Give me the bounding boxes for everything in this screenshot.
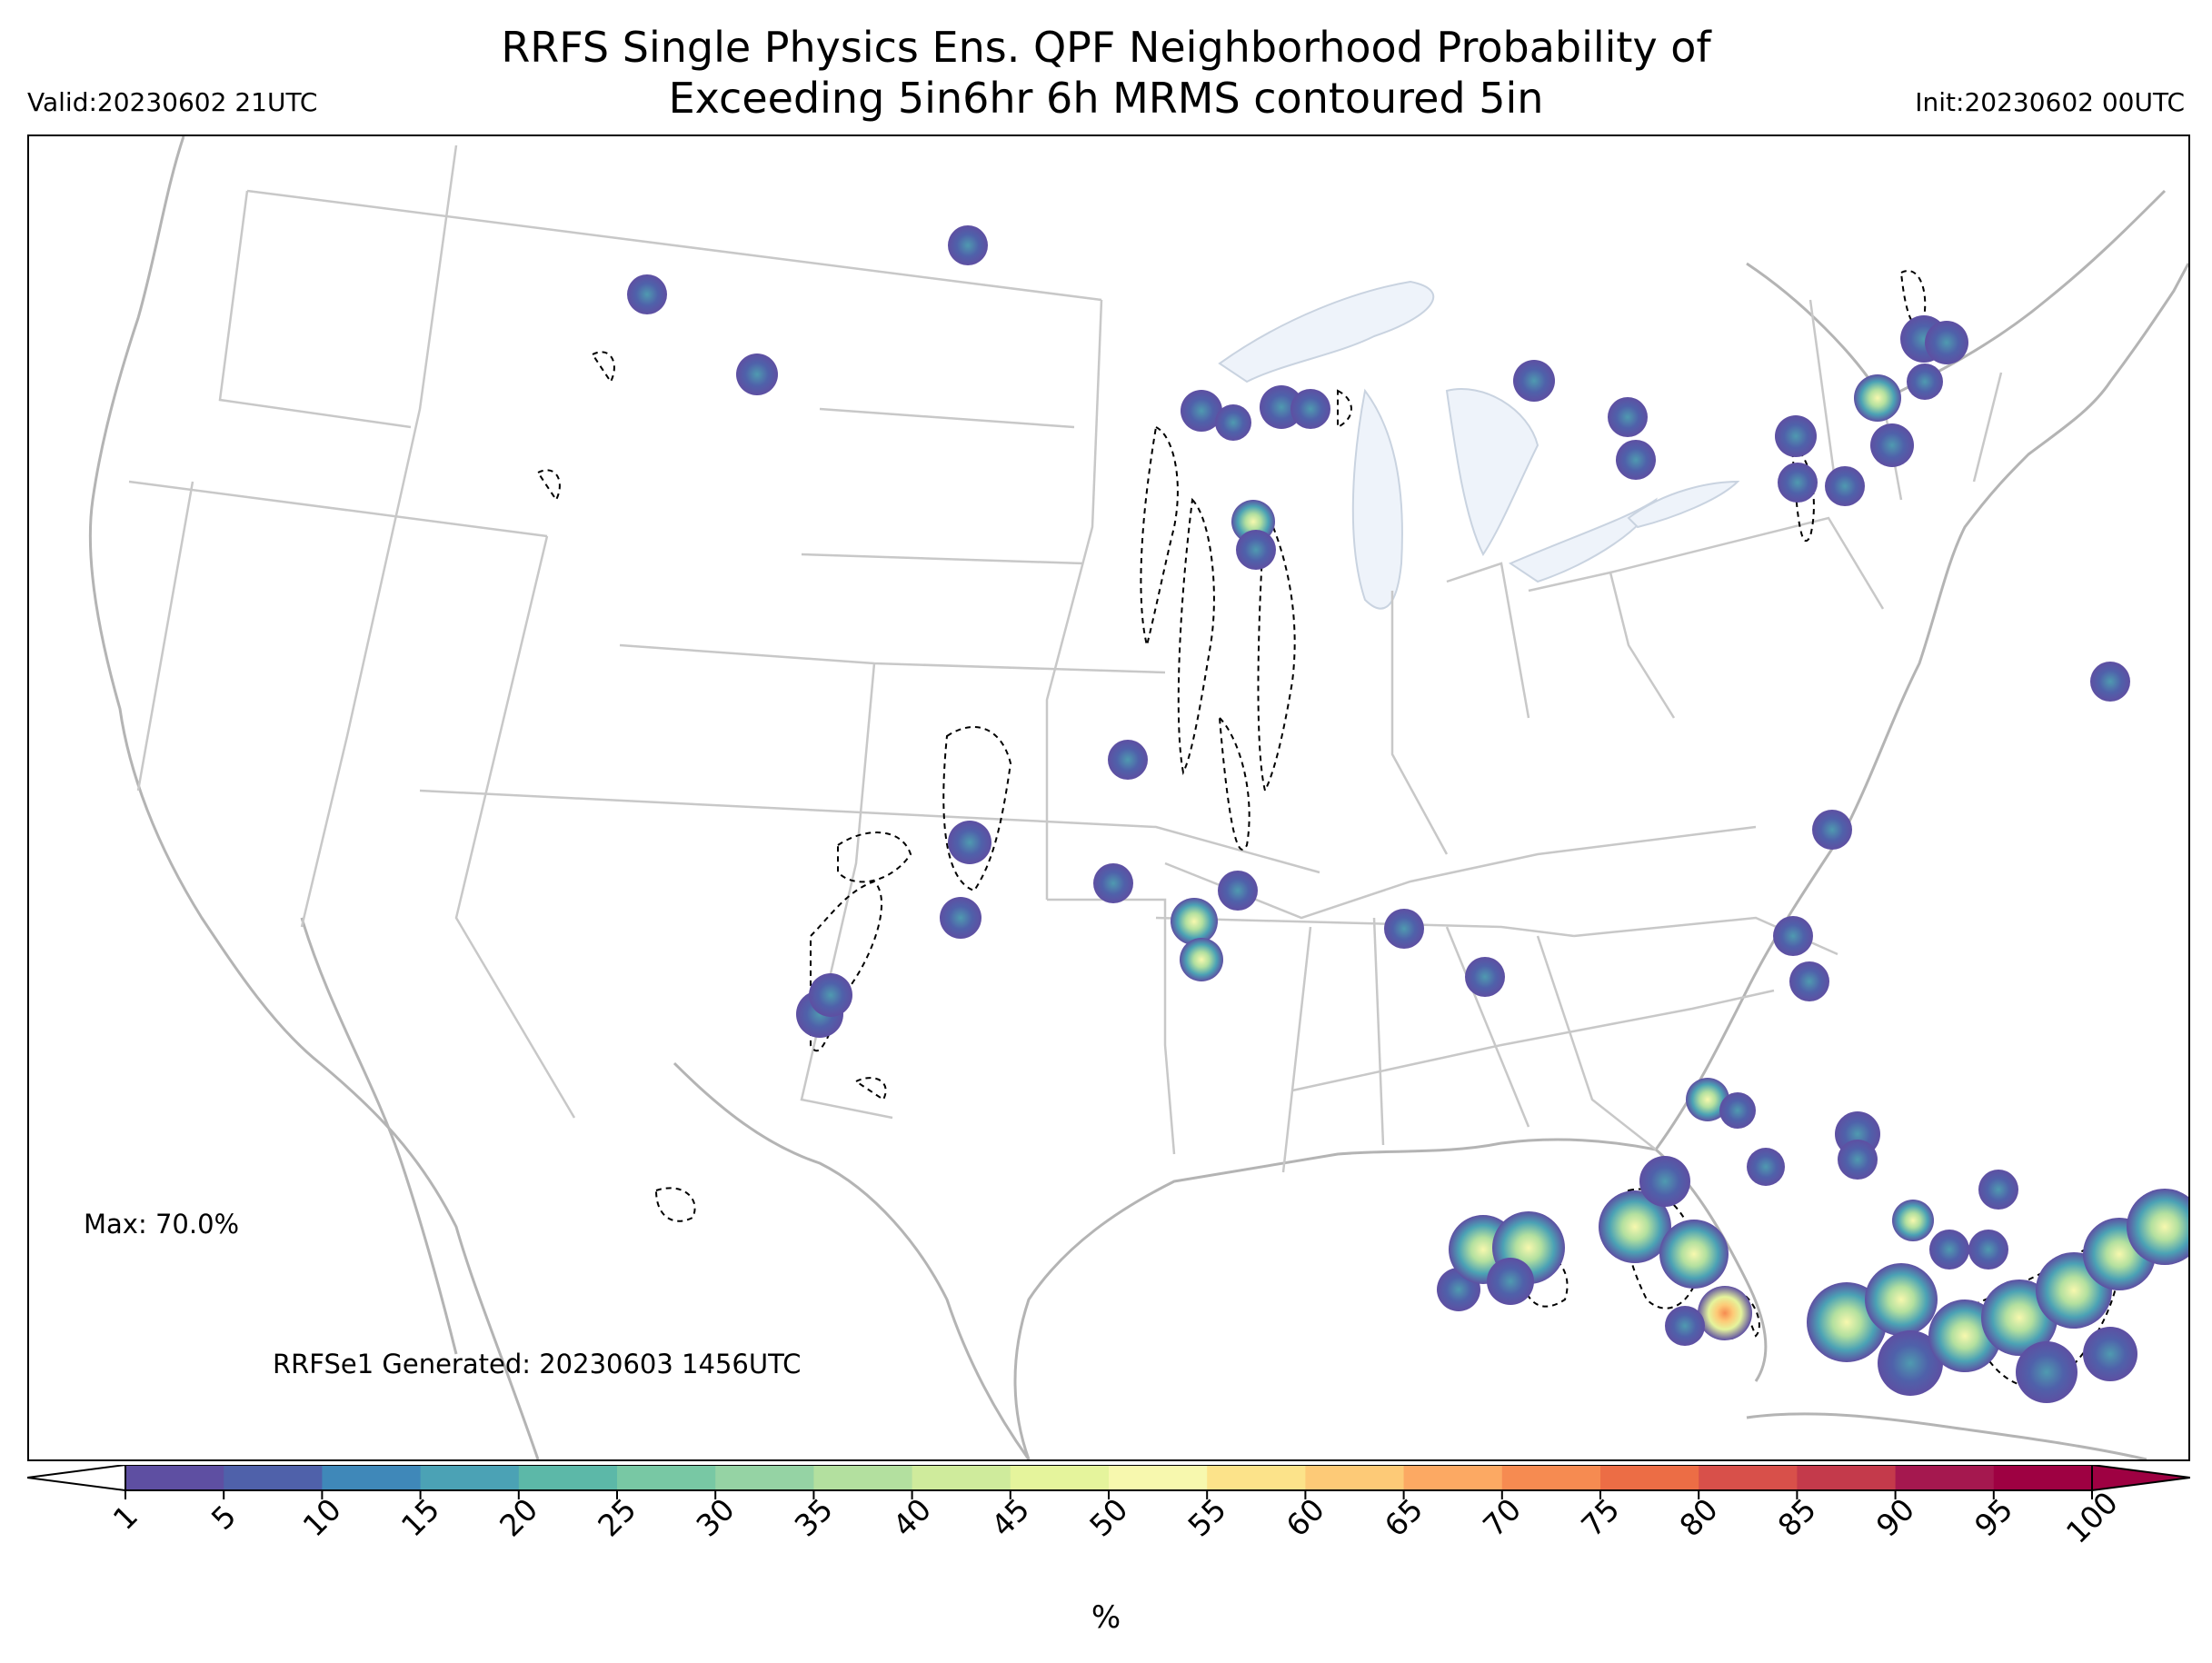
colorbar: 1 5 10 15 20 25 30 35 40 45 50 55 60 65 70 75 80 85 90 95 10… <box>27 1465 2190 1550</box>
colorbar-tick-label: 60 <box>1280 1491 1331 1543</box>
colorbar-unit-label: % <box>1091 1599 1121 1636</box>
state-borders <box>128 144 2003 1173</box>
colorbar-segment <box>1305 1465 1405 1490</box>
map-title-line2: Exceeding 5in6hr 6h MRMS contoured 5in <box>668 74 1544 123</box>
colorbar-tick-label: 25 <box>591 1491 643 1543</box>
colorbar-tick-label: 55 <box>1181 1491 1232 1543</box>
colorbar-segment <box>1797 1465 1897 1490</box>
colorbar-segment <box>617 1465 716 1490</box>
colorbar-segment <box>224 1465 323 1490</box>
colorbar-tick-label: 50 <box>1082 1491 1134 1543</box>
generated-label: RRFSe1 Generated: 20230603 1456UTC <box>273 1349 802 1379</box>
colorbar-tick-label: 75 <box>1574 1491 1626 1543</box>
colorbar-tick-label: 80 <box>1672 1491 1724 1543</box>
colorbar-tick-label: 65 <box>1378 1491 1430 1543</box>
coastlines <box>88 136 2188 1459</box>
map-title-line1: RRFS Single Physics Ens. QPF Neighborhoo… <box>501 23 1711 72</box>
colorbar-ticks: 1 5 10 15 20 25 30 35 40 45 50 55 60 65 70 75 80 85 90 95 10… <box>106 1485 2125 1550</box>
colorbar-under-arrow <box>27 1465 126 1492</box>
colorbar-segment <box>1403 1465 1503 1490</box>
map-canvas <box>88 136 2188 1459</box>
colorbar-segment <box>1010 1465 1110 1490</box>
colorbar-over-arrow <box>2091 1465 2190 1492</box>
colorbar-segment <box>715 1465 814 1490</box>
colorbar-segment <box>420 1465 520 1490</box>
colorbar-segment <box>1207 1465 1306 1490</box>
map-panel <box>27 134 2190 1461</box>
colorbar-segment <box>1895 1465 1995 1490</box>
max-value-label: Max: 70.0% <box>84 1209 240 1240</box>
colorbar-tick-label: 70 <box>1476 1491 1528 1543</box>
colorbar-tick-label: 40 <box>886 1491 938 1543</box>
colorbar-tick-label: 100 <box>2059 1485 2125 1550</box>
colorbar-segment <box>1993 1465 2093 1490</box>
valid-time-label: Valid:20230602 21UTC <box>27 87 318 117</box>
colorbar-segment <box>518 1465 618 1490</box>
colorbar-tick-label: 5 <box>204 1499 243 1537</box>
colorbar-segment <box>322 1465 422 1490</box>
colorbar-segment <box>1501 1465 1601 1490</box>
colorbar-tick-label: 10 <box>296 1491 348 1543</box>
colorbar-tick-label: 85 <box>1771 1491 1823 1543</box>
colorbar-tick-label: 15 <box>394 1491 446 1543</box>
colorbar-segment <box>1600 1465 1699 1490</box>
colorbar-segment <box>1109 1465 1208 1490</box>
colorbar-segment <box>1699 1465 1798 1490</box>
colorbar-segments <box>125 1465 2093 1490</box>
colorbar-tick-label: 20 <box>493 1491 544 1543</box>
colorbar-segment <box>912 1465 1011 1490</box>
colorbar-segment <box>813 1465 913 1490</box>
great-lakes <box>1218 280 1740 610</box>
init-time-label: Init:20230602 00UTC <box>1915 87 2185 117</box>
colorbar-segment <box>125 1465 224 1490</box>
colorbar-tick-label: 45 <box>984 1491 1036 1543</box>
colorbar-tick-label: 90 <box>1869 1491 1921 1543</box>
colorbar-tick-label: 1 <box>106 1499 144 1537</box>
probability-fields <box>627 225 2188 1403</box>
colorbar-tick-label: 35 <box>788 1491 840 1543</box>
colorbar-tick-label: 95 <box>1968 1491 2019 1543</box>
colorbar-tick-label: 30 <box>689 1491 741 1543</box>
